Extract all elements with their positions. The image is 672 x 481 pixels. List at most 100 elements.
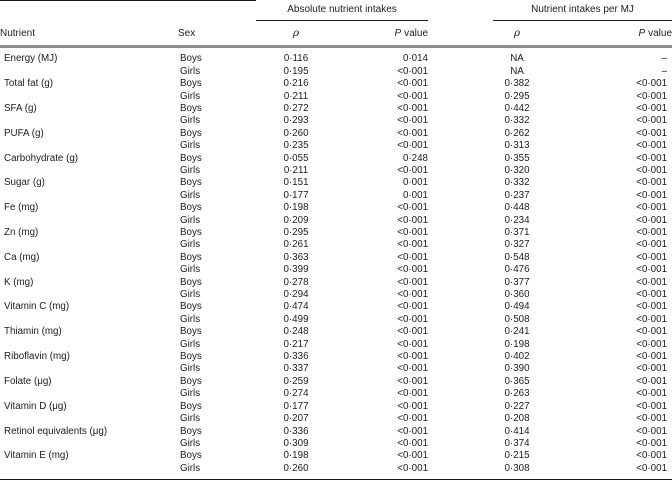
top-rule-segment bbox=[0, 0, 256, 21]
spacer-cell bbox=[428, 450, 493, 462]
sex-cell: Girls bbox=[180, 164, 201, 176]
table-row: Fe (mg) Boys 0·198 <0·001 0·448 <0·001 bbox=[0, 202, 672, 214]
abs-rho-cell: 0·211 bbox=[283, 90, 309, 102]
nutrient-cell bbox=[0, 388, 178, 400]
abs-rho-cell: 0·272 bbox=[283, 102, 309, 114]
sex-cell: Girls bbox=[180, 437, 201, 449]
abs-p-cell: <0·001 bbox=[397, 388, 429, 400]
abs-p-cell: <0·001 bbox=[397, 78, 429, 90]
mj-rho-cell: 0·371 bbox=[504, 227, 530, 238]
table-row: PUFA (g) Boys 0·260 <0·001 0·262 <0·001 bbox=[0, 128, 672, 140]
spacer-cell bbox=[428, 128, 493, 140]
abs-p-cell: 0·248 bbox=[402, 152, 429, 164]
abs-rho-cell: 0·294 bbox=[283, 289, 309, 301]
table-row: Vitamin D (μg) Boys 0·177 <0·001 0·227 <0·001 bbox=[0, 401, 672, 413]
abs-rho-cell: 0·235 bbox=[283, 140, 309, 152]
mj-p-cell: <0·001 bbox=[636, 127, 668, 139]
abs-p-cell: <0·001 bbox=[397, 102, 429, 114]
table-row: Riboflavin (mg) Boys 0·336 <0·001 0·402 <0·00… bbox=[0, 351, 672, 363]
column-header-nutrient: Nutrient bbox=[0, 20, 178, 49]
table-row: Sugar (g) Boys 0·151 0·001 0·332 <0·001 bbox=[0, 177, 672, 189]
table-row: Energy (MJ) Boys 0·116 0·014 NA – bbox=[0, 47, 672, 66]
sex-cell: Girls bbox=[180, 115, 201, 127]
table-row: Girls 0·177 0·001 0·237 <0·001 bbox=[0, 190, 672, 202]
mj-rho-cell: 0·548 bbox=[504, 251, 530, 263]
abs-p-cell: <0·001 bbox=[397, 140, 429, 152]
mj-p-cell: <0·001 bbox=[636, 251, 668, 263]
sex-cell: Boys bbox=[180, 276, 202, 288]
mj-rho-cell: 0·442 bbox=[504, 102, 530, 114]
mj-p-cell: <0·001 bbox=[636, 264, 668, 276]
abs-p-cell: <0·001 bbox=[397, 127, 429, 139]
sex-cell: Girls bbox=[180, 65, 201, 77]
mj-rho-cell: 0·262 bbox=[504, 127, 530, 139]
nutrient-cell bbox=[0, 463, 178, 480]
abs-p-cell: <0·001 bbox=[397, 413, 429, 425]
mj-rho-cell: 0·414 bbox=[504, 425, 530, 437]
spacer-cell bbox=[428, 388, 493, 400]
abs-rho-cell: 0·337 bbox=[283, 363, 309, 375]
mj-rho-cell: 0·208 bbox=[504, 413, 530, 425]
abs-rho-cell: 0·216 bbox=[283, 78, 309, 90]
sex-cell: Girls bbox=[180, 90, 201, 102]
spacer-cell bbox=[428, 215, 493, 227]
nutrient-cell bbox=[0, 140, 178, 152]
abs-rho-cell: 0·198 bbox=[283, 202, 309, 214]
table-row: SFA (g) Boys 0·272 <0·001 0·442 <0·001 bbox=[0, 103, 672, 115]
nutrient-cell bbox=[0, 115, 178, 127]
spacer-cell bbox=[428, 363, 493, 375]
nutrient-cell: Energy (MJ) bbox=[4, 53, 58, 65]
group-header-per-mj: Nutrient intakes per MJ bbox=[493, 0, 672, 21]
mj-p-cell: <0·001 bbox=[636, 413, 668, 425]
abs-rho-cell: 0·195 bbox=[283, 65, 309, 77]
nutrient-cell: Sugar (g) bbox=[4, 177, 45, 189]
nutrient-cell: Total fat (g) bbox=[4, 78, 54, 90]
spacer-cell bbox=[428, 115, 493, 127]
spacer-cell bbox=[428, 277, 493, 289]
abs-rho-cell: 0·399 bbox=[283, 264, 309, 276]
table-row: Vitamin C (mg) Boys 0·474 <0·001 0·494 <0·001 bbox=[0, 301, 672, 313]
abs-rho-cell: 0·309 bbox=[283, 437, 309, 449]
nutrient-cell: Vitamin C (mg) bbox=[4, 301, 70, 313]
abs-p-cell: <0·001 bbox=[397, 164, 429, 176]
nutrient-cell bbox=[0, 165, 178, 177]
column-header-mj-rho: ρ bbox=[493, 20, 542, 49]
abs-rho-cell: 0·278 bbox=[283, 276, 309, 288]
mj-p-cell: <0·001 bbox=[636, 189, 668, 201]
abs-p-cell: <0·001 bbox=[397, 90, 429, 102]
mj-p-cell: <0·001 bbox=[636, 239, 668, 251]
sex-cell: Boys bbox=[180, 102, 202, 114]
abs-rho-cell: 0·336 bbox=[283, 351, 309, 363]
mj-rho-cell: 0·308 bbox=[504, 462, 530, 474]
mj-rho-cell: 0·448 bbox=[504, 202, 530, 214]
nutrient-cell bbox=[0, 413, 178, 425]
mj-rho-cell: 0·234 bbox=[504, 214, 530, 226]
abs-rho-cell: 0·274 bbox=[283, 388, 309, 400]
table-row: Girls 0·309 <0·001 0·374 <0·001 bbox=[0, 438, 672, 450]
mj-rho-cell: 0·313 bbox=[504, 140, 530, 152]
nutrient-cell bbox=[0, 215, 178, 227]
table-row: Girls 0·217 <0·001 0·198 <0·001 bbox=[0, 339, 672, 351]
group-header-row: Absolute nutrient intakes Nutrient intak… bbox=[0, 0, 672, 21]
group-gap bbox=[428, 1, 493, 21]
spacer-cell bbox=[428, 438, 493, 450]
spacer-cell bbox=[428, 351, 493, 363]
sex-cell: Girls bbox=[180, 264, 201, 276]
abs-rho-cell: 0·055 bbox=[283, 152, 309, 164]
mj-p-cell: <0·001 bbox=[636, 90, 668, 102]
sex-cell: Girls bbox=[180, 388, 201, 400]
mj-rho-cell: 0·332 bbox=[504, 115, 530, 127]
abs-p-cell: 0·001 bbox=[402, 177, 429, 189]
table-header: Absolute nutrient intakes Nutrient intak… bbox=[0, 0, 672, 49]
mj-rho-cell: 0·327 bbox=[504, 239, 530, 251]
spacer-cell bbox=[428, 264, 493, 276]
sex-cell: Boys bbox=[180, 425, 202, 437]
mj-rho-cell: 0·295 bbox=[504, 90, 530, 102]
sex-cell: Boys bbox=[180, 375, 202, 387]
abs-p-cell: <0·001 bbox=[397, 313, 429, 325]
nutrient-cell bbox=[0, 289, 178, 301]
abs-p-cell: <0·001 bbox=[397, 289, 429, 301]
abs-p-cell: <0·001 bbox=[397, 400, 429, 412]
p-value-label: value bbox=[404, 27, 429, 39]
